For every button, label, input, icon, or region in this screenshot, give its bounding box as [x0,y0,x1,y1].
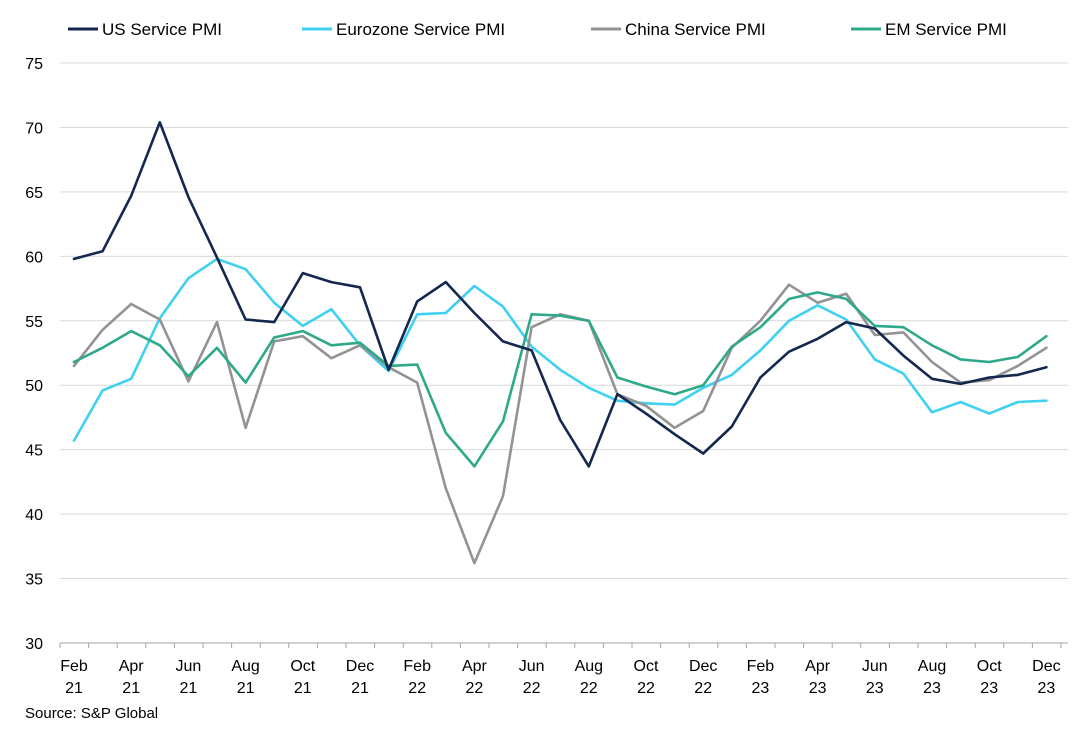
y-tick-label: 45 [25,443,43,460]
x-tick-label-month: Jun [519,658,545,675]
x-tick-label-month: Feb [747,658,775,675]
x-tick-label-year: 23 [752,680,770,697]
legend-item: Eurozone Service PMI [302,20,505,39]
x-tick-label-month: Aug [918,658,946,675]
x-tick-label-year: 21 [294,680,312,697]
x-tick-label-month: Aug [231,658,259,675]
y-tick-labels: 30 35 40 45 50 55 60 65 70 75 [25,56,43,653]
x-tick-label-month: Oct [290,658,315,675]
series-line-em-service-pmi [72,291,1048,468]
legend-label: EM Service PMI [885,20,1007,39]
y-tick-label: 35 [25,572,43,589]
x-tick-label-month: Oct [634,658,659,675]
legend-label: Eurozone Service PMI [336,20,505,39]
x-tick-label-year: 21 [351,680,369,697]
y-tick-label: 75 [25,56,43,73]
legend-item: US Service PMI [68,20,222,39]
x-tick-label-month: Dec [1032,658,1060,675]
x-tick-label-month: Jun [176,658,202,675]
x-tick-label-year: 22 [408,680,426,697]
x-tick-label-month: Apr [462,658,488,675]
x-tick-labels: Feb 21 Apr 21 Jun 21 Aug 21 Oct 21 Dec 21 Feb 22 Apr 22… [60,658,1060,697]
x-tick-label-year: 22 [637,680,655,697]
x-tick-label-year: 22 [523,680,541,697]
y-tick-label: 70 [25,120,43,137]
x-tick-label-year: 22 [466,680,484,697]
x-tick-label-month: Dec [689,658,717,675]
x-tick-label-year: 21 [122,680,140,697]
y-tick-label: 60 [25,249,43,266]
y-gridlines [60,62,1068,580]
series-line-us-service-pmi [72,121,1048,468]
x-tick-label-year: 23 [1038,680,1056,697]
x-tick-label-year: 22 [694,680,712,697]
source-note: Source: S&P Global [25,705,159,722]
x-tick-label-month: Apr [805,658,831,675]
y-tick-label: 40 [25,507,43,524]
x-tick-label-month: Oct [977,658,1002,675]
x-tick-label-month: Apr [119,658,145,675]
x-tick-label-year: 21 [237,680,255,697]
x-tick-label-year: 21 [180,680,198,697]
x-tick-label-year: 21 [65,680,83,697]
y-tick-label: 30 [25,636,43,653]
x-tick-label-month: Feb [60,658,88,675]
legend-label: China Service PMI [625,20,766,39]
series-lines [72,121,1048,565]
x-axis [59,642,1068,648]
legend-item: EM Service PMI [851,20,1007,39]
x-tick-label-year: 23 [980,680,998,697]
x-tick-label-month: Feb [403,658,431,675]
legend-item: China Service PMI [591,20,766,39]
legend-label: US Service PMI [102,20,222,39]
x-tick-label-month: Aug [575,658,603,675]
y-tick-label: 65 [25,185,43,202]
y-tick-label: 50 [25,378,43,395]
x-tick-label-year: 23 [923,680,941,697]
legend: US Service PMI Eurozone Service PMI China … [68,20,1007,39]
x-tick-label-year: 22 [580,680,598,697]
series-line-eurozone-service-pmi [72,257,1048,442]
x-tick-label-month: Jun [862,658,888,675]
x-tick-label-year: 23 [809,680,827,697]
x-tick-label-month: Dec [346,658,374,675]
y-tick-label: 55 [25,314,43,331]
x-tick-label-year: 23 [866,680,884,697]
